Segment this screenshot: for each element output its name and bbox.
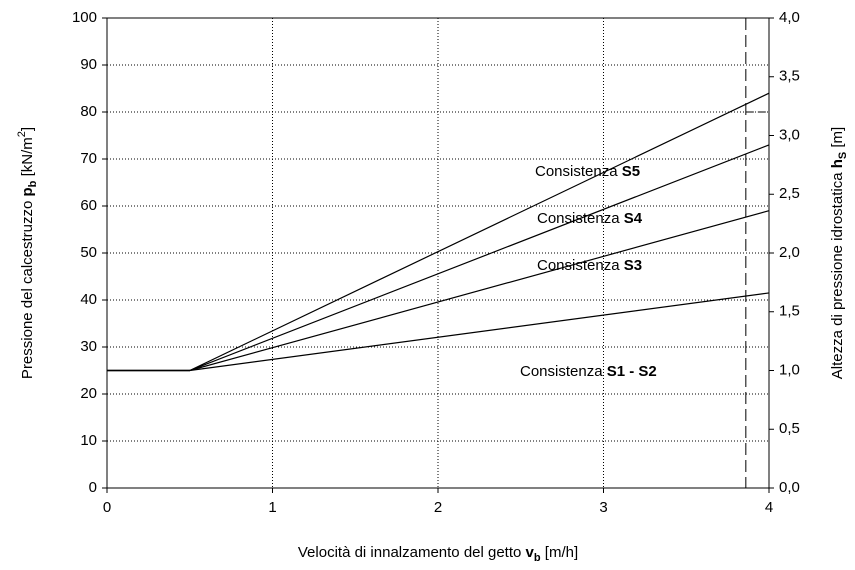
y2-tick-label: 1,5 <box>779 303 800 320</box>
y-tick-label: 0 <box>89 479 97 496</box>
axis-sub: b <box>534 552 541 564</box>
series-label: Consistenza S5 <box>535 163 640 180</box>
axis-unit: [m/h] <box>545 544 578 561</box>
axis-label-text: Altezza di pressione idrostatica <box>829 172 846 379</box>
axis-unit: [kN/m <box>19 137 36 176</box>
series-label: Consistenza S4 <box>537 210 643 227</box>
ylabel: Pressione del calcestruzzo pb [kN/m2] <box>16 127 41 379</box>
y-tick-label: 30 <box>80 338 97 355</box>
series-grade: S3 <box>624 257 642 274</box>
series-name: Consistenza <box>537 257 620 274</box>
series-name: Consistenza <box>535 163 618 180</box>
axis-sup: 2 <box>16 131 28 137</box>
series-grade: S4 <box>624 210 643 227</box>
axis-sub: S <box>837 152 849 159</box>
y-tick-label: 10 <box>80 432 97 449</box>
y2-tick-label: 2,0 <box>779 244 800 261</box>
series-line <box>107 292 770 372</box>
y-tick-label: 70 <box>80 150 97 167</box>
y2-tick-label: 0,0 <box>779 479 800 496</box>
axis-symbol: v <box>526 544 535 561</box>
y-tick-label: 60 <box>80 197 97 214</box>
axis-label-text: Velocità di innalzamento del getto <box>298 544 521 561</box>
x-tick-label: 4 <box>765 499 773 516</box>
y-tick-label: 40 <box>80 291 97 308</box>
y-tick-label: 90 <box>80 56 97 73</box>
axis-symbol: h <box>829 159 846 168</box>
series-name: Consistenza <box>537 210 620 227</box>
axis-symbol: p <box>19 187 36 196</box>
y-tick-label: 80 <box>80 103 97 120</box>
y2-tick-label: 3,5 <box>779 68 800 85</box>
series-grade: S1 - S2 <box>607 363 657 380</box>
axis-unit: [m] <box>829 127 846 148</box>
plot-frame <box>106 17 770 489</box>
y2-tick-label: 1,0 <box>779 361 800 378</box>
x-tick-label: 2 <box>434 499 442 516</box>
axis-sub: b <box>27 180 39 187</box>
y2-tick-label: 0,5 <box>779 420 800 437</box>
series-label: Consistenza S1 - S2 <box>520 363 657 380</box>
axis-unit-end: ] <box>19 127 36 131</box>
y2label: Altezza di pressione idrostatica hS [m] <box>829 127 851 379</box>
y2-tick-label: 4,0 <box>779 9 800 26</box>
y-tick-label: 100 <box>72 9 97 26</box>
series-grade: S5 <box>622 163 640 180</box>
axis-label-text: Pressione del calcestruzzo <box>19 201 36 379</box>
series-label: Consistenza S3 <box>537 257 642 274</box>
x-tick-label: 3 <box>599 499 607 516</box>
x-tick-label: 0 <box>103 499 111 516</box>
x-tick-label: 1 <box>268 499 276 516</box>
y2-tick-label: 2,5 <box>779 185 800 202</box>
y-tick-label: 20 <box>80 385 97 402</box>
y2-tick-label: 3,0 <box>779 126 800 143</box>
xlabel: Velocità di innalzamento del getto vb [m… <box>298 544 578 566</box>
series-name: Consistenza <box>520 363 603 380</box>
y-tick-label: 50 <box>80 244 97 261</box>
